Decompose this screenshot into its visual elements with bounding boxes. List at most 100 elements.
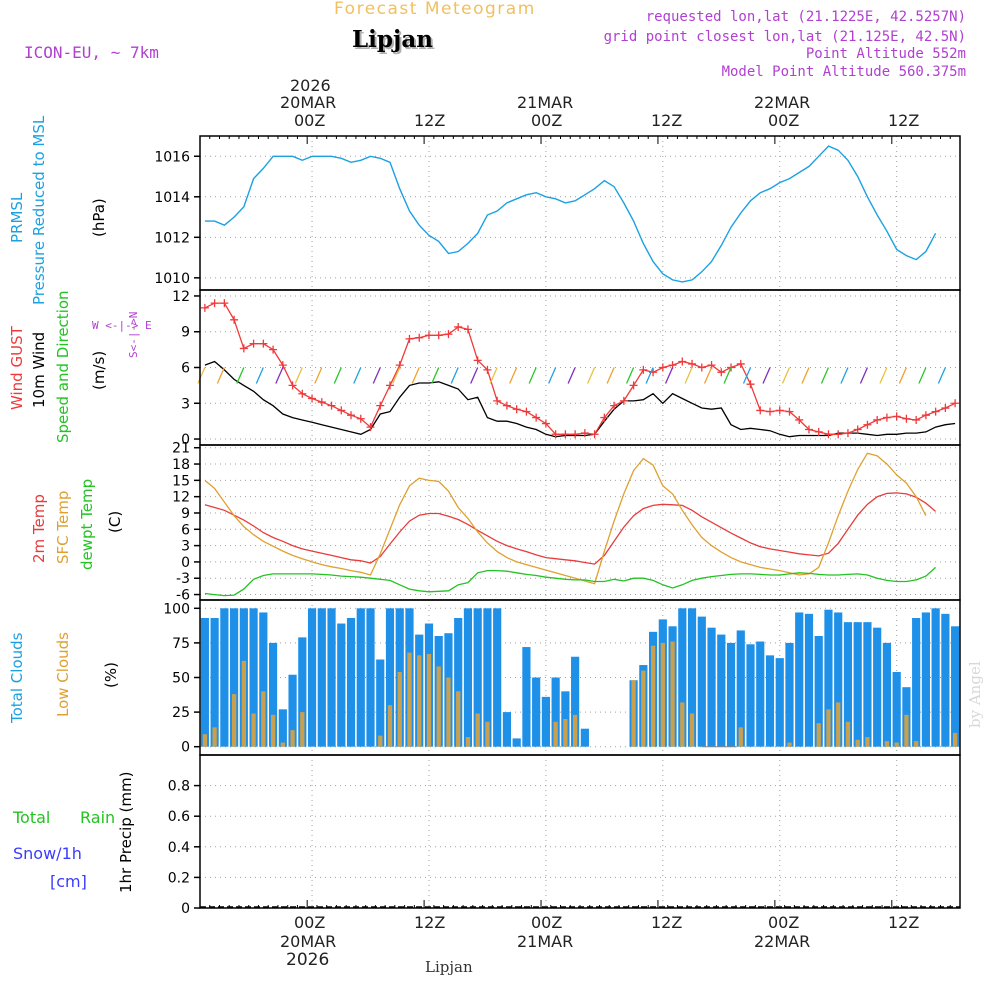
wind-direction-arrow <box>606 367 615 384</box>
bottom-hour-12z-1: 12Z <box>414 913 446 932</box>
low-cloud-bar <box>261 691 266 747</box>
total-cloud-bar <box>873 627 882 747</box>
total-rain-label-total: Total <box>13 808 51 827</box>
low-cloud-bar <box>738 727 743 747</box>
wind-gust-marker <box>571 430 580 439</box>
wind-direction-arrow <box>411 367 420 384</box>
total-cloud-bar <box>814 635 823 747</box>
total-cloud-bar <box>522 647 531 747</box>
wind-direction-arrow <box>664 367 674 384</box>
total-cloud-bar <box>366 608 375 747</box>
wind-gust-marker <box>541 419 550 428</box>
low-cloud-bar <box>914 741 919 747</box>
total-cloud-bar <box>210 617 219 747</box>
total-cloud-bar <box>834 612 843 747</box>
wind-gust-marker <box>824 430 833 439</box>
total-cloud-bar <box>512 738 521 747</box>
low-cloud-bar <box>397 671 402 747</box>
y-tick-label: 25 <box>172 705 190 721</box>
y-tick-label: 15 <box>172 473 190 489</box>
wind-direction-arrow <box>431 367 440 384</box>
wind-direction-arrow <box>197 367 206 384</box>
low-cloud-bar <box>826 709 831 747</box>
wind-gust-marker <box>463 325 472 334</box>
grid-point-coords: grid point closest lon,lat (21.125E, 42.… <box>603 29 966 45</box>
low-cloud-bar <box>660 642 665 747</box>
wind-gust-marker <box>337 406 346 415</box>
bottom-date-20mar: 20MAR <box>280 932 337 951</box>
total-cloud-bar <box>863 622 872 747</box>
panel-frame <box>199 754 961 909</box>
wind-gust-marker <box>249 339 258 348</box>
model-label: ICON-EU, ~ 7km <box>24 43 159 62</box>
snow-label: Snow/1h <box>13 844 82 863</box>
y-tick-label: 0 <box>181 901 190 917</box>
wind-gust-marker <box>327 401 336 410</box>
chart-title: Forecast Meteogram <box>334 0 536 19</box>
low-cloud-bar <box>280 742 285 747</box>
wind-gust-marker <box>873 415 882 424</box>
wind-gust-marker <box>561 430 570 439</box>
wind-gust-marker <box>220 299 229 308</box>
total-cloud-bar <box>473 608 482 747</box>
total-cloud-bar <box>278 709 287 747</box>
wind-gust-marker <box>317 398 326 407</box>
top-date-22mar: 22MAR <box>754 93 811 112</box>
y-tick-label: 1014 <box>154 190 190 206</box>
low-cloud-bar <box>426 653 432 747</box>
wind-direction-arrow <box>255 367 264 384</box>
wind-gust-marker <box>717 368 726 377</box>
wind-direction-arrow <box>372 367 381 384</box>
point-altitude: Point Altitude 552m <box>805 46 966 62</box>
bottom-date-22mar: 22MAR <box>754 932 811 951</box>
total-cloud-bar <box>756 641 765 747</box>
bottom-hour-12z-2: 12Z <box>651 913 683 932</box>
wind-direction-arrow <box>645 367 654 384</box>
wind-gust-marker <box>493 396 502 405</box>
wind-gust-marker <box>863 420 872 429</box>
low-cloud-bar <box>407 652 412 747</box>
wind-gust-marker <box>727 363 736 372</box>
low-cloud-bar <box>231 694 237 747</box>
y-tick-label: 9 <box>181 506 190 522</box>
wind-gust-marker <box>269 345 278 354</box>
wind-direction-arrow <box>703 367 713 384</box>
top-hour-12z-1: 12Z <box>414 111 446 130</box>
y-tick-label: 75 <box>172 636 190 652</box>
low-cloud-bar <box>865 737 870 747</box>
wind-gust-marker <box>610 401 619 410</box>
low-cloud-bar <box>378 735 383 747</box>
total-cloud-bar <box>385 608 395 747</box>
wind-direction-arrow <box>548 367 557 384</box>
wind-direction-arrow <box>314 367 323 384</box>
total-cloud-bar <box>551 677 560 747</box>
wind-direction-arrow <box>392 367 401 384</box>
wind-direction-arrow <box>762 367 771 384</box>
total-cloud-bar <box>678 608 687 747</box>
total-cloud-bar <box>707 627 716 747</box>
bottom-year-label: 2026 <box>286 950 330 970</box>
wind-direction-arrow <box>723 367 732 384</box>
wind-gust-marker <box>200 303 209 312</box>
low-cloud-bar <box>680 702 685 747</box>
wind-gust-marker <box>424 331 433 340</box>
wind-gust-marker <box>902 414 911 423</box>
total-cloud-bar <box>298 637 307 747</box>
low-cloud-bar <box>270 714 276 747</box>
total-cloud-bar <box>853 622 862 747</box>
wind-gust-marker <box>512 405 521 414</box>
wind-direction-arrow <box>489 367 498 384</box>
wind-gust-marker <box>522 407 531 416</box>
y-tick-label: 0.4 <box>168 840 190 856</box>
y-tick-label: 0 <box>181 555 190 571</box>
total-cloud-bar <box>327 608 336 747</box>
model-altitude: Model Point Altitude 560.375m <box>721 64 966 80</box>
low-cloud-bar <box>563 719 568 747</box>
top-date-20mar: 20MAR <box>280 93 337 112</box>
total-cloud-bar <box>200 617 209 747</box>
wind-gust-marker <box>658 363 667 372</box>
wind-gust-marker <box>688 359 697 368</box>
top-hour-12z-3: 12Z <box>888 111 920 130</box>
requested-coords: requested lon,lat (21.1225E, 42.5257N) <box>645 9 966 25</box>
total-cloud-bar <box>726 642 736 747</box>
